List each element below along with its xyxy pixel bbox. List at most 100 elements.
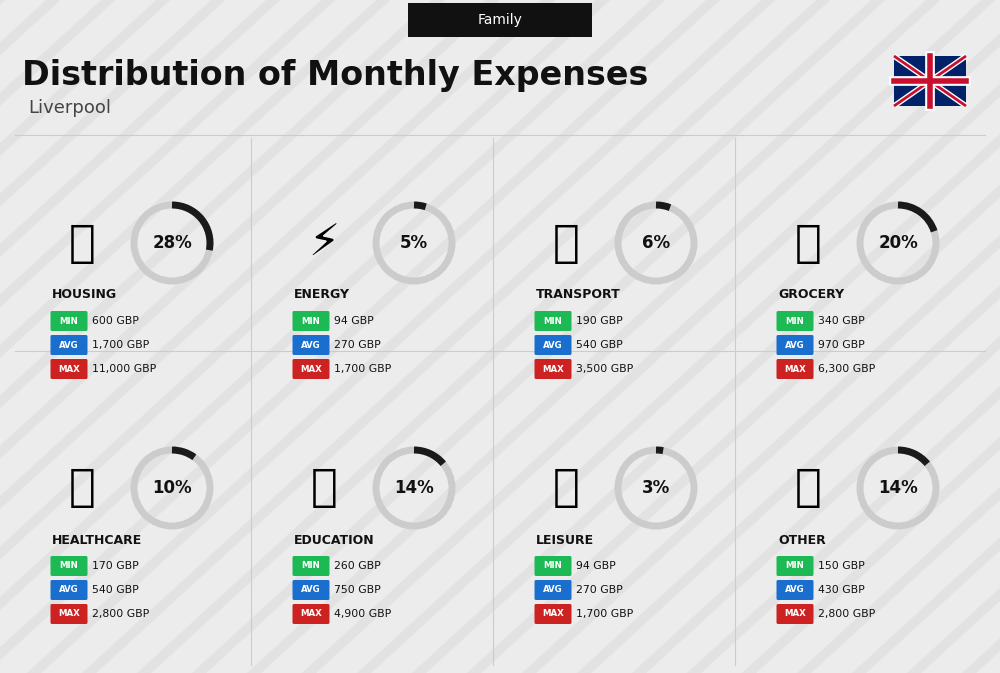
Text: 🛒: 🛒	[795, 221, 821, 264]
Text: AVG: AVG	[785, 341, 805, 349]
FancyBboxPatch shape	[50, 335, 88, 355]
Text: 2,800 GBP: 2,800 GBP	[92, 609, 149, 619]
Text: 1,700 GBP: 1,700 GBP	[576, 609, 633, 619]
FancyBboxPatch shape	[292, 604, 330, 624]
Text: 🚌: 🚌	[553, 221, 579, 264]
Text: MAX: MAX	[300, 365, 322, 374]
FancyBboxPatch shape	[776, 556, 814, 576]
Text: LEISURE: LEISURE	[536, 534, 594, 546]
Text: AVG: AVG	[543, 341, 563, 349]
Text: 970 GBP: 970 GBP	[818, 340, 865, 350]
Text: MIN: MIN	[302, 561, 320, 571]
Text: OTHER: OTHER	[778, 534, 826, 546]
FancyBboxPatch shape	[534, 580, 572, 600]
Text: Distribution of Monthly Expenses: Distribution of Monthly Expenses	[22, 59, 648, 92]
Text: 94 GBP: 94 GBP	[576, 561, 616, 571]
Text: GROCERY: GROCERY	[778, 289, 844, 302]
Text: MIN: MIN	[302, 316, 320, 326]
Text: 170 GBP: 170 GBP	[92, 561, 139, 571]
Text: 3,500 GBP: 3,500 GBP	[576, 364, 633, 374]
Text: MAX: MAX	[58, 610, 80, 618]
Text: MIN: MIN	[544, 316, 562, 326]
FancyBboxPatch shape	[534, 335, 572, 355]
Text: MIN: MIN	[60, 316, 78, 326]
Text: 540 GBP: 540 GBP	[92, 585, 139, 595]
FancyBboxPatch shape	[776, 311, 814, 331]
Text: 2,800 GBP: 2,800 GBP	[818, 609, 875, 619]
Text: Liverpool: Liverpool	[28, 99, 111, 117]
FancyBboxPatch shape	[776, 359, 814, 379]
Text: 1,700 GBP: 1,700 GBP	[92, 340, 149, 350]
Text: 6,300 GBP: 6,300 GBP	[818, 364, 875, 374]
Text: ⚡: ⚡	[308, 221, 340, 264]
Text: MAX: MAX	[58, 365, 80, 374]
Text: 20%: 20%	[878, 234, 918, 252]
Text: ENERGY: ENERGY	[294, 289, 350, 302]
FancyBboxPatch shape	[292, 580, 330, 600]
Text: 270 GBP: 270 GBP	[334, 340, 381, 350]
Text: MIN: MIN	[786, 316, 804, 326]
Text: 260 GBP: 260 GBP	[334, 561, 381, 571]
FancyBboxPatch shape	[292, 556, 330, 576]
Text: 340 GBP: 340 GBP	[818, 316, 865, 326]
Text: MAX: MAX	[784, 365, 806, 374]
Text: 🎓: 🎓	[311, 466, 337, 509]
FancyBboxPatch shape	[776, 580, 814, 600]
Text: 💗: 💗	[69, 466, 95, 509]
Text: 190 GBP: 190 GBP	[576, 316, 623, 326]
Text: MAX: MAX	[542, 365, 564, 374]
Text: 14%: 14%	[878, 479, 918, 497]
FancyBboxPatch shape	[534, 311, 572, 331]
FancyBboxPatch shape	[534, 604, 572, 624]
Text: 540 GBP: 540 GBP	[576, 340, 623, 350]
FancyBboxPatch shape	[292, 311, 330, 331]
Text: 1,700 GBP: 1,700 GBP	[334, 364, 391, 374]
FancyBboxPatch shape	[50, 311, 88, 331]
Text: AVG: AVG	[301, 341, 321, 349]
FancyBboxPatch shape	[408, 3, 592, 37]
Text: MAX: MAX	[542, 610, 564, 618]
Text: 94 GBP: 94 GBP	[334, 316, 374, 326]
Text: TRANSPORT: TRANSPORT	[536, 289, 621, 302]
Text: 10%: 10%	[152, 479, 192, 497]
Text: AVG: AVG	[301, 586, 321, 594]
FancyBboxPatch shape	[50, 359, 88, 379]
Text: HOUSING: HOUSING	[52, 289, 117, 302]
Text: AVG: AVG	[59, 341, 79, 349]
Text: MIN: MIN	[60, 561, 78, 571]
FancyBboxPatch shape	[894, 56, 966, 106]
Text: 🏙: 🏙	[69, 221, 95, 264]
Text: 🛍: 🛍	[553, 466, 579, 509]
Text: 14%: 14%	[394, 479, 434, 497]
FancyBboxPatch shape	[776, 335, 814, 355]
Text: 3%: 3%	[642, 479, 670, 497]
Text: 430 GBP: 430 GBP	[818, 585, 865, 595]
Text: EDUCATION: EDUCATION	[294, 534, 375, 546]
Text: AVG: AVG	[59, 586, 79, 594]
Text: 600 GBP: 600 GBP	[92, 316, 139, 326]
Text: 6%: 6%	[642, 234, 670, 252]
Text: MAX: MAX	[784, 610, 806, 618]
Text: Family: Family	[478, 13, 522, 27]
FancyBboxPatch shape	[776, 604, 814, 624]
FancyBboxPatch shape	[50, 604, 88, 624]
FancyBboxPatch shape	[292, 359, 330, 379]
FancyBboxPatch shape	[50, 556, 88, 576]
FancyBboxPatch shape	[534, 359, 572, 379]
Text: 4,900 GBP: 4,900 GBP	[334, 609, 391, 619]
Text: 28%: 28%	[152, 234, 192, 252]
Text: MAX: MAX	[300, 610, 322, 618]
FancyBboxPatch shape	[292, 335, 330, 355]
Text: 750 GBP: 750 GBP	[334, 585, 381, 595]
Text: AVG: AVG	[543, 586, 563, 594]
Text: 5%: 5%	[400, 234, 428, 252]
Text: 11,000 GBP: 11,000 GBP	[92, 364, 156, 374]
Text: 150 GBP: 150 GBP	[818, 561, 865, 571]
FancyBboxPatch shape	[50, 580, 88, 600]
FancyBboxPatch shape	[534, 556, 572, 576]
Text: HEALTHCARE: HEALTHCARE	[52, 534, 142, 546]
Text: 👜: 👜	[795, 466, 821, 509]
Text: MIN: MIN	[544, 561, 562, 571]
Text: MIN: MIN	[786, 561, 804, 571]
Text: 270 GBP: 270 GBP	[576, 585, 623, 595]
